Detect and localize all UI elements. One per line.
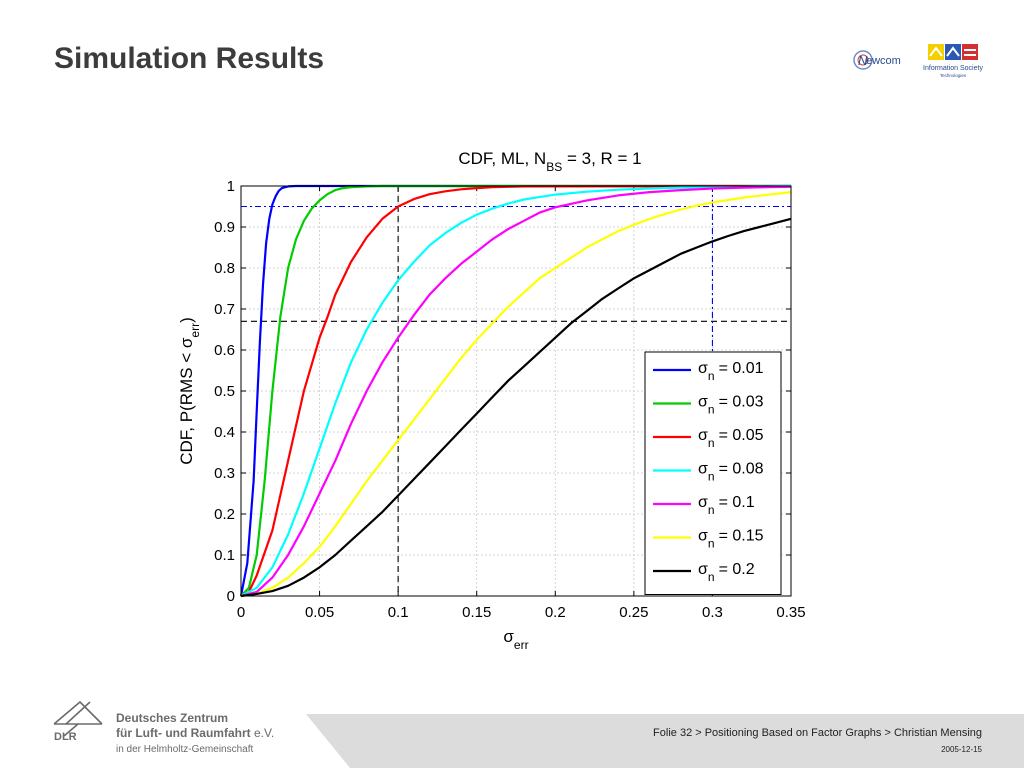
- y-tick-label: 0.6: [214, 342, 235, 359]
- legend-subscript: n: [708, 436, 715, 450]
- legend-value: = 0.01: [719, 360, 764, 377]
- y-tick-label: 0: [227, 588, 235, 605]
- series-line-5: [240, 191, 792, 598]
- legend-entry: σn = 0.05: [698, 427, 764, 450]
- legend-entry: σn = 0.03: [698, 394, 764, 417]
- legend-subscript: n: [708, 470, 715, 484]
- legend-symbol: σ: [698, 427, 708, 444]
- dlr-logo: DLR Deutsches Zentrum für Luft- und Raum…: [53, 700, 274, 755]
- x-tick-label: 0.15: [462, 604, 491, 621]
- legend-subscript: n: [708, 570, 715, 584]
- legend-value: = 0.15: [719, 528, 764, 545]
- y-axis-label-main: CDF, P(RMS < σ: [177, 337, 196, 465]
- legend-symbol: σ: [698, 360, 708, 377]
- legend-entry: σn = 0.01: [698, 360, 764, 383]
- legend-entry: σn = 0.2: [698, 561, 755, 584]
- legend-symbol: σ: [698, 561, 708, 578]
- legend-value: = 0.05: [719, 427, 764, 444]
- chart-title-main: CDF, ML, N: [458, 149, 546, 168]
- y-tick-label: 0.9: [214, 219, 235, 236]
- y-axis-label: CDF, P(RMS < σerr): [177, 317, 202, 465]
- legend-subscript: n: [708, 369, 715, 383]
- cdf-chart: CDF, ML, NBS = 3, R = 1 0 0.05 0.1 0.15 0.2 0…: [177, 149, 806, 652]
- chart-title-sub: BS: [546, 160, 562, 174]
- dlr-line1: Deutsches Zentrum: [116, 711, 228, 725]
- footer-text: Folie 32 > Positioning Based on Factor G…: [653, 727, 982, 739]
- x-tick-label: 0: [237, 604, 245, 621]
- dlr-line2: für Luft- und Raumfahrt: [116, 726, 251, 740]
- dlr-line2-suffix: e.V.: [251, 726, 275, 740]
- legend-entry: σn = 0.15: [698, 528, 764, 551]
- y-tick-label: 0.8: [214, 260, 235, 277]
- plot-frame: [240, 185, 792, 597]
- x-axis-label-main: σ: [503, 627, 514, 646]
- footer-band: [306, 714, 1024, 768]
- x-tick-labels: 0 0.05 0.1 0.15 0.2 0.25 0.3 0.35: [237, 604, 806, 621]
- x-tick-label: 0.25: [619, 604, 648, 621]
- series-line-3: [240, 184, 792, 597]
- x-tick-label: 0.2: [545, 604, 566, 621]
- dlr-abbr: DLR: [54, 731, 77, 743]
- x-tick-label: 0.1: [388, 604, 409, 621]
- legend-entry: σn = 0.1: [698, 494, 755, 517]
- newcom-label: ewcom: [866, 55, 901, 67]
- legend-subscript: n: [708, 537, 715, 551]
- y-tick-label: 0.7: [214, 301, 235, 318]
- legend-value: = 0.2: [719, 561, 755, 578]
- y-axis-label-close: ): [177, 317, 196, 323]
- ist-line1: Information Society: [923, 65, 983, 72]
- series-line-2: [240, 184, 792, 597]
- y-tick-label: 0.5: [214, 383, 235, 400]
- chart-title: CDF, ML, NBS = 3, R = 1: [458, 149, 641, 174]
- legend-symbol: σ: [698, 394, 708, 411]
- y-tick-label: 0.4: [214, 424, 235, 441]
- x-tick-label: 0.3: [702, 604, 723, 621]
- footer-date: 2005-12-15: [941, 745, 982, 754]
- y-tick-labels: 0 0.1 0.2 0.3 0.4 0.5 0.6 0.7 0.8 0.9 1: [214, 178, 235, 605]
- legend-entry: σn = 0.08: [698, 461, 764, 484]
- x-tick-label: 0.35: [776, 604, 805, 621]
- legend-symbol: σ: [698, 494, 708, 511]
- newcom-initial: N: [858, 53, 868, 68]
- series-line-4: [240, 185, 792, 598]
- slide-title: Simulation Results: [54, 42, 325, 75]
- ist-logo: Information Society Technologies: [923, 44, 983, 78]
- legend-value: = 0.08: [719, 461, 764, 478]
- legend-value: = 0.1: [719, 494, 755, 511]
- dlr-emblem-icon: [53, 700, 103, 737]
- y-tick-label: 0.2: [214, 506, 235, 523]
- legend-value: = 0.03: [719, 394, 764, 411]
- series-line-6: [240, 217, 792, 598]
- ist-line2: Technologies: [940, 73, 967, 78]
- y-tick-label: 0.3: [214, 465, 235, 482]
- partner-logos: N ewcom Information Society Technologies: [853, 44, 983, 78]
- y-tick-label: 0.1: [214, 547, 235, 564]
- x-axis-label-sub: err: [514, 638, 529, 652]
- legend-box: [644, 351, 782, 595]
- y-axis-label-sub: err: [188, 323, 202, 338]
- legend-symbol: σ: [698, 528, 708, 545]
- chart-title-rest: = 3, R = 1: [562, 149, 641, 168]
- legend-subscript: n: [708, 503, 715, 517]
- legend-subscript: n: [708, 403, 715, 417]
- dlr-line3: in der Helmholtz-Gemeinschaft: [116, 744, 253, 755]
- dlr-line2-group: für Luft- und Raumfahrt e.V.: [116, 726, 274, 740]
- legend-symbol: σ: [698, 461, 708, 478]
- x-tick-label: 0.05: [305, 604, 334, 621]
- x-axis-label: σerr: [503, 627, 528, 652]
- y-tick-label: 1: [227, 178, 235, 195]
- newcom-logo: N ewcom: [853, 50, 901, 70]
